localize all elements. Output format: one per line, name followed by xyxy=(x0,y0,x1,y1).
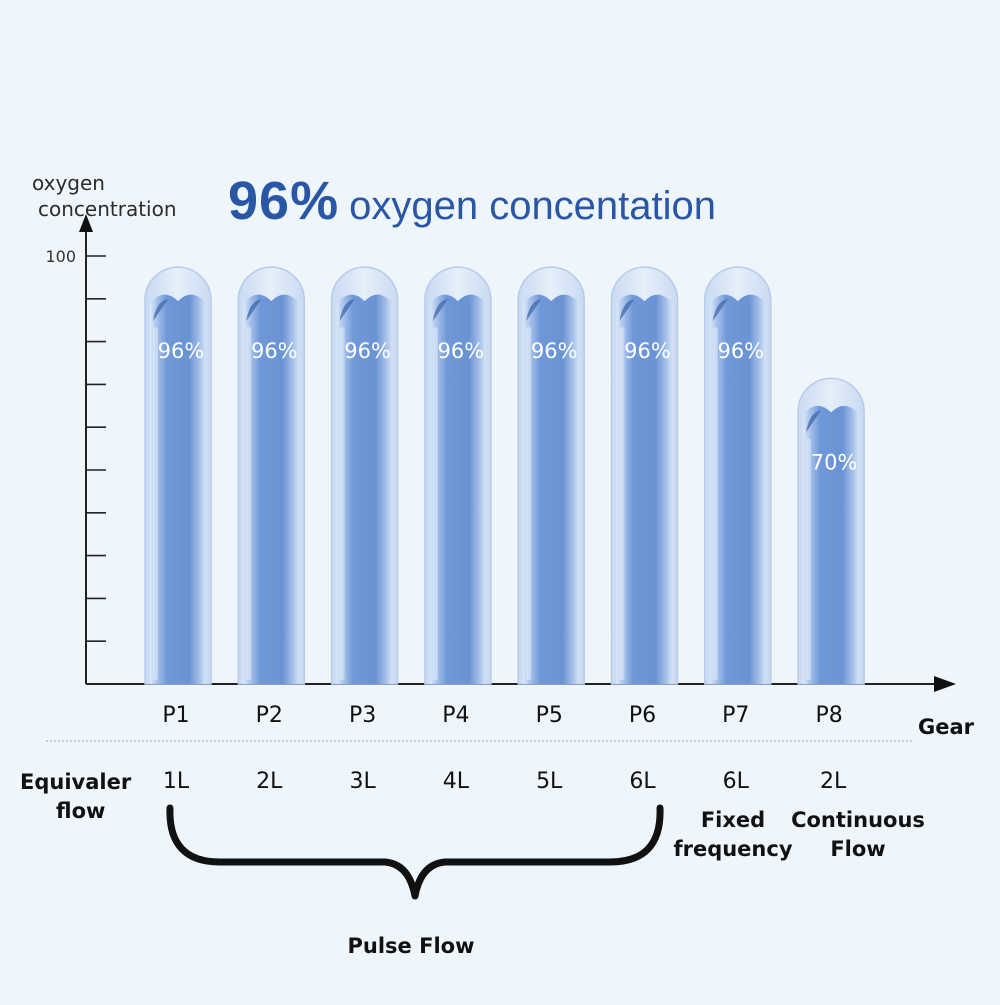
flow-row-label-line1: Equivaler xyxy=(20,770,132,794)
bar-fill xyxy=(150,294,206,684)
pulse-flow-label: Pulse Flow xyxy=(347,934,475,958)
bar-value-label: 96% xyxy=(344,339,391,363)
bar-fill xyxy=(709,294,766,684)
bar-highlight xyxy=(806,438,812,680)
bar-p7: 96% xyxy=(704,266,772,685)
bar-highlight xyxy=(339,327,345,680)
x-tick-label-p6: P6 xyxy=(629,703,656,728)
bar-fill xyxy=(523,294,580,684)
bar-value-label: 96% xyxy=(438,339,485,363)
bar-p2: 96% xyxy=(237,266,306,685)
bar-value-label: 96% xyxy=(717,339,764,363)
y-tick-label: 100 xyxy=(45,247,76,266)
x-axis-label: Gear xyxy=(918,715,975,739)
bar-highlight xyxy=(712,327,718,680)
bar-fill xyxy=(803,405,860,684)
continuous-flow-label: Continuous Flow xyxy=(788,806,928,864)
bar-value-label: 96% xyxy=(251,339,298,363)
pulse-flow-brace xyxy=(166,804,664,900)
bar-p8: 70% xyxy=(797,377,865,685)
chart-title-rest: oxygen concentation xyxy=(349,184,717,228)
fixed-frequency-line1: Fixed xyxy=(700,808,766,832)
fixed-frequency-line2: frequency xyxy=(673,837,793,861)
bar-fill xyxy=(336,294,393,684)
x-tick-label-p1: P1 xyxy=(162,703,189,728)
annotations: P1 1L P2 2L P3 3L P4 4L P5 5L P6 6L P7 6L P8 2L Gear xyxy=(46,703,975,900)
flow-value: 6L xyxy=(629,769,656,794)
flow-value: 3L xyxy=(349,769,376,794)
bar-value-label: 96% xyxy=(624,339,671,363)
x-axis-arrow xyxy=(934,676,956,692)
flow-value: 4L xyxy=(443,769,470,794)
bar-p3: 96% xyxy=(330,266,399,685)
x-tick-label-p4: P4 xyxy=(442,703,469,728)
bar-p6: 96% xyxy=(610,266,679,685)
flow-value: 1L xyxy=(163,769,190,794)
bar-highlight xyxy=(246,327,252,680)
y-axis-label-line2: concentration xyxy=(38,197,177,221)
chart-title-highlight: 96% xyxy=(228,171,340,231)
flow-value: 5L xyxy=(536,769,563,794)
bar-fill xyxy=(429,294,486,684)
bar-value-label: 96% xyxy=(531,339,578,363)
x-tick-label-p5: P5 xyxy=(536,703,563,728)
bar-highlight xyxy=(619,327,625,680)
bar-value-label: 70% xyxy=(811,450,858,474)
x-tick-label-p8: P8 xyxy=(815,703,842,728)
y-axis-label-line1: oxygen xyxy=(32,171,105,195)
bar-meniscus xyxy=(339,299,355,322)
x-tick-label-p7: P7 xyxy=(722,703,749,728)
bar-meniscus xyxy=(526,299,542,322)
bar-p4: 96% xyxy=(424,266,492,685)
bar-meniscus xyxy=(806,410,822,433)
bar-fill xyxy=(243,294,300,684)
continuous-flow-line1: Continuous xyxy=(791,808,925,832)
flow-value: 2L xyxy=(820,769,847,794)
bar-fill xyxy=(616,294,673,684)
fixed-frequency-label: Fixed frequency xyxy=(670,806,796,864)
x-tick-label-p2: P2 xyxy=(256,703,283,728)
flow-value: 2L xyxy=(256,769,283,794)
axes: 100 xyxy=(45,214,956,692)
chart-title: 96% oxygen concentation xyxy=(228,170,716,232)
y-axis-arrow xyxy=(79,214,93,232)
bar-meniscus xyxy=(246,299,262,322)
bar-meniscus xyxy=(712,299,728,322)
bar-meniscus xyxy=(432,299,448,322)
bar-value-label: 96% xyxy=(158,339,205,363)
bar-meniscus xyxy=(153,299,168,322)
bar-p1: 96% xyxy=(144,266,212,685)
bar-highlight xyxy=(153,327,158,680)
bar-highlight xyxy=(526,327,532,680)
flow-row-label-line2: flow xyxy=(56,799,106,823)
bars: 96% 96% 96% 96% 96% 96% 96% 70% xyxy=(144,266,865,685)
bar-meniscus xyxy=(619,299,635,322)
bar-highlight xyxy=(432,327,438,680)
y-axis-label: oxygen concentration xyxy=(32,170,212,222)
continuous-flow-line2: Flow xyxy=(830,837,886,861)
bar-p5: 96% xyxy=(517,266,585,685)
flow-row-label: Equivaler flow xyxy=(20,768,132,826)
x-tick-label-p3: P3 xyxy=(349,703,376,728)
flow-value: 6L xyxy=(723,769,750,794)
